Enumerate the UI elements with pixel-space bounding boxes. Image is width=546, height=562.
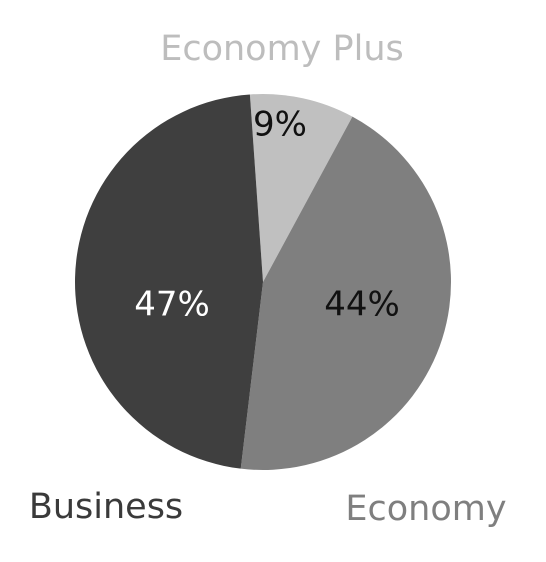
pie-category-label-business: Business — [29, 487, 183, 527]
pie-slices — [74, 94, 451, 471]
pie-value-label-economy-plus: 9% — [253, 105, 307, 145]
pie-value-label-business: 47% — [134, 285, 210, 325]
pie-value-labels: 9% 44% 47% — [134, 105, 400, 325]
pie-slice-economy-plus — [249, 94, 353, 283]
pie-category-label-economy: Economy — [345, 489, 506, 529]
pie-category-labels: Economy Plus Economy Business — [29, 29, 507, 529]
pie-category-label-economy-plus: Economy Plus — [160, 29, 404, 69]
pie-slice-business — [74, 94, 263, 469]
pie-value-label-economy: 44% — [324, 285, 400, 325]
pie-slice-economy — [240, 116, 451, 471]
